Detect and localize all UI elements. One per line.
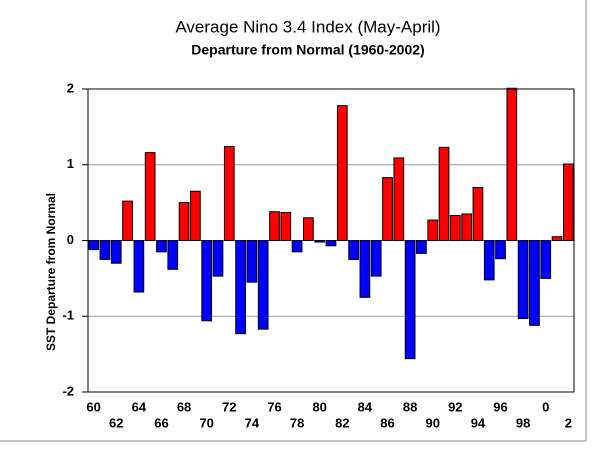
- bar: [303, 217, 314, 241]
- bar: [472, 186, 484, 242]
- bar: [133, 240, 145, 293]
- y-tick-label: 2: [67, 80, 74, 95]
- x-tick-label: 68: [177, 399, 191, 414]
- bar: [212, 240, 224, 277]
- x-tick-label: 60: [86, 399, 100, 414]
- bar: [336, 105, 348, 242]
- bar: [416, 240, 427, 254]
- x-tick-label: 64: [132, 399, 147, 414]
- y-tick-label: 1: [67, 156, 74, 171]
- x-tick-label: 84: [358, 399, 373, 414]
- bar: [223, 146, 235, 242]
- bar: [280, 211, 292, 242]
- bar: [562, 163, 574, 241]
- bar: [483, 240, 495, 281]
- chart-subtitle: Departure from Normal (1960-2002): [191, 42, 424, 58]
- bar: [257, 240, 269, 330]
- bar: [370, 240, 382, 277]
- bar: [393, 157, 405, 241]
- x-tick-label: 80: [312, 399, 326, 414]
- bar: [517, 240, 529, 320]
- y-tick-label: -2: [62, 383, 74, 398]
- x-tick-label: 96: [493, 399, 507, 414]
- bar: [291, 240, 303, 253]
- bar: [178, 202, 190, 241]
- bar: [529, 240, 540, 326]
- bar: [314, 240, 326, 243]
- y-tick-label: -1: [62, 308, 74, 323]
- x-tick-label: 2: [565, 415, 572, 430]
- bar: [540, 240, 552, 279]
- bar: [235, 240, 246, 335]
- x-tick-label: 92: [448, 399, 462, 414]
- x-tick-label: 62: [109, 415, 123, 430]
- bar: [348, 240, 359, 260]
- x-tick-label: 72: [222, 399, 236, 414]
- bar: [156, 240, 167, 253]
- x-tick-label: 78: [290, 415, 304, 430]
- bar: [269, 211, 280, 241]
- bar: [449, 215, 461, 242]
- x-tick-label: 88: [403, 399, 417, 414]
- x-tick-label: 0: [542, 399, 549, 414]
- bar: [190, 190, 201, 241]
- x-tick-label: 74: [245, 415, 260, 430]
- bar: [382, 177, 393, 242]
- x-tick-label: 82: [335, 415, 349, 430]
- chart-title: Average Nino 3.4 Index (May-April): [175, 17, 440, 36]
- x-tick-label: 66: [154, 415, 168, 430]
- bar: [110, 240, 122, 264]
- bar: [506, 87, 518, 242]
- plot-border: [87, 88, 575, 393]
- bar: [167, 240, 179, 270]
- bar: [495, 240, 506, 260]
- x-tick-label: 94: [471, 415, 486, 430]
- bar: [551, 236, 563, 241]
- bar: [99, 240, 111, 260]
- bar: [427, 219, 439, 241]
- y-axis-label: SST Departure from Normal: [44, 193, 58, 351]
- x-tick-label: 90: [425, 415, 439, 430]
- bar: [144, 152, 156, 242]
- x-tick-label: 98: [516, 415, 530, 430]
- bar: [88, 240, 100, 251]
- bar: [246, 240, 258, 283]
- x-tick-label: 70: [199, 415, 213, 430]
- bar: [201, 240, 213, 322]
- bar: [461, 213, 472, 242]
- x-tick-label: 76: [267, 399, 281, 414]
- bar: [325, 240, 337, 247]
- bar: [122, 200, 133, 241]
- bar: [438, 146, 450, 241]
- bar: [404, 240, 416, 360]
- y-tick-label: 0: [67, 232, 74, 247]
- bar: [359, 240, 371, 298]
- x-tick-label: 86: [380, 415, 394, 430]
